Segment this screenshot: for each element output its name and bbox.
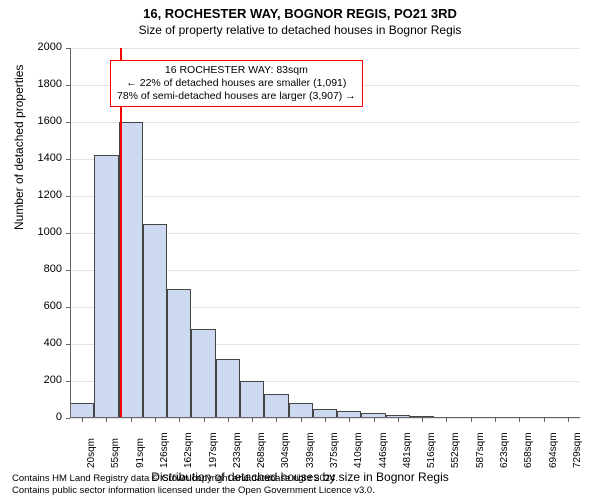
xtick-mark: [374, 418, 375, 422]
chart-subtitle: Size of property relative to detached ho…: [0, 21, 600, 37]
xtick-mark: [349, 418, 350, 422]
xtick-mark: [204, 418, 205, 422]
ytick-label: 1400: [0, 152, 62, 164]
xtick-mark: [495, 418, 496, 422]
xtick-label: 197sqm: [208, 432, 219, 468]
plot-area: 16 ROCHESTER WAY: 83sqm← 22% of detached…: [70, 48, 580, 418]
xtick-mark: [106, 418, 107, 422]
xtick-label: 91sqm: [135, 438, 146, 468]
xtick-mark: [519, 418, 520, 422]
xtick-mark: [471, 418, 472, 422]
xtick-mark: [131, 418, 132, 422]
xtick-label: 55sqm: [110, 438, 121, 468]
xtick-mark: [82, 418, 83, 422]
xtick-label: 268sqm: [256, 432, 267, 468]
xtick-label: 233sqm: [232, 432, 243, 468]
xtick-mark: [252, 418, 253, 422]
ytick-label: 1200: [0, 189, 62, 201]
xtick-label: 339sqm: [305, 432, 316, 468]
xtick-mark: [422, 418, 423, 422]
chart-title: 16, ROCHESTER WAY, BOGNOR REGIS, PO21 3R…: [0, 0, 600, 21]
xtick-label: 694sqm: [548, 432, 559, 468]
footer-line1: Contains HM Land Registry data © Crown c…: [12, 473, 375, 484]
xtick-label: 552sqm: [450, 432, 461, 468]
ytick-mark: [66, 418, 70, 419]
ytick-label: 0: [0, 411, 62, 423]
xtick-label: 729sqm: [572, 432, 583, 468]
xtick-label: 126sqm: [159, 432, 170, 468]
xtick-mark: [325, 418, 326, 422]
ytick-label: 1800: [0, 78, 62, 90]
ytick-label: 200: [0, 374, 62, 386]
xtick-mark: [398, 418, 399, 422]
ytick-label: 800: [0, 263, 62, 275]
footer-attribution: Contains HM Land Registry data © Crown c…: [12, 473, 375, 496]
xtick-mark: [179, 418, 180, 422]
xtick-label: 446sqm: [378, 432, 389, 468]
xtick-mark: [446, 418, 447, 422]
ytick-label: 1000: [0, 226, 62, 238]
xtick-label: 623sqm: [499, 432, 510, 468]
xtick-label: 516sqm: [426, 432, 437, 468]
ytick-label: 1600: [0, 115, 62, 127]
xtick-label: 481sqm: [402, 432, 413, 468]
xtick-label: 375sqm: [329, 432, 340, 468]
ytick-label: 400: [0, 337, 62, 349]
xtick-label: 162sqm: [183, 432, 194, 468]
xtick-mark: [228, 418, 229, 422]
xtick-mark: [568, 418, 569, 422]
ytick-label: 2000: [0, 41, 62, 53]
xtick-mark: [301, 418, 302, 422]
xtick-label: 20sqm: [86, 438, 97, 468]
xtick-mark: [276, 418, 277, 422]
xtick-mark: [155, 418, 156, 422]
xtick-mark: [544, 418, 545, 422]
xtick-label: 658sqm: [523, 432, 534, 468]
xtick-label: 410sqm: [353, 432, 364, 468]
xtick-label: 587sqm: [475, 432, 486, 468]
footer-line2: Contains public sector information licen…: [12, 485, 375, 496]
ytick-label: 600: [0, 300, 62, 312]
xtick-label: 304sqm: [280, 432, 291, 468]
axis-lines: [70, 48, 580, 418]
